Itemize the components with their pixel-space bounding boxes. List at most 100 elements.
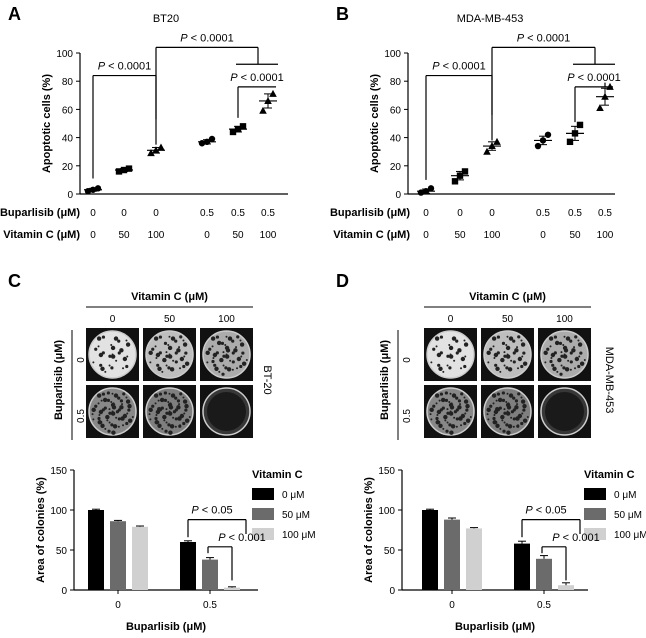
colony-speck bbox=[119, 399, 124, 403]
colony-speck bbox=[178, 403, 181, 406]
colony-speck bbox=[172, 416, 175, 419]
colony-speck bbox=[520, 364, 524, 369]
buparlisib-dose: 0.5 bbox=[598, 208, 612, 219]
colony-speck bbox=[492, 420, 497, 425]
colony-speck bbox=[505, 423, 509, 427]
vitc-dose: 0 bbox=[423, 230, 429, 241]
colony-speck bbox=[236, 335, 240, 339]
bar bbox=[202, 559, 218, 590]
colony-speck bbox=[183, 412, 186, 415]
colony-speck bbox=[560, 354, 564, 358]
colony-speck bbox=[108, 408, 111, 411]
colony-speck bbox=[174, 339, 178, 343]
image-row-label: Buparlisib (μM) bbox=[53, 340, 65, 420]
y-tick-label: 60 bbox=[62, 105, 74, 116]
colony-speck bbox=[224, 354, 230, 359]
colony-speck bbox=[574, 367, 577, 370]
image-header: Vitamin C (μM) bbox=[131, 291, 208, 303]
colony-speck bbox=[184, 408, 188, 412]
colony-speck bbox=[453, 359, 456, 362]
p-value: < 0.0001 bbox=[238, 72, 284, 84]
vitc-dose: 50 bbox=[569, 230, 581, 241]
colony-speck bbox=[446, 364, 449, 367]
colony-speck bbox=[157, 366, 162, 371]
colony-speck bbox=[113, 336, 119, 341]
x-tick-label: 0 bbox=[115, 600, 121, 611]
colony-speck bbox=[106, 391, 110, 395]
colony-speck bbox=[97, 420, 102, 425]
colony-speck bbox=[225, 335, 228, 338]
colony-speck bbox=[510, 359, 513, 362]
colony-speck bbox=[169, 402, 172, 405]
colony-speck bbox=[94, 347, 98, 351]
colony-speck bbox=[220, 341, 225, 345]
colony-speck bbox=[514, 348, 519, 353]
colony-speck bbox=[523, 400, 526, 403]
colony-speck bbox=[155, 414, 158, 417]
colony-speck bbox=[110, 366, 114, 370]
colony-speck bbox=[225, 348, 231, 353]
colony-speck bbox=[486, 413, 489, 416]
colony-speck bbox=[211, 345, 214, 348]
colony-speck bbox=[455, 396, 459, 400]
p-symbol: P bbox=[432, 61, 440, 73]
colony-speck bbox=[126, 412, 129, 415]
colony-speck bbox=[501, 341, 506, 345]
p-value: < 0.001 bbox=[560, 532, 600, 544]
colony-speck bbox=[154, 345, 157, 348]
colony-speck bbox=[127, 403, 132, 409]
colony-speck bbox=[569, 351, 573, 355]
bar bbox=[514, 543, 530, 590]
buparlisib-dose: 0 bbox=[489, 208, 495, 219]
colony-speck bbox=[231, 368, 234, 371]
colony-speck bbox=[442, 427, 445, 430]
colony-speck bbox=[168, 335, 171, 338]
colony-speck bbox=[176, 405, 181, 410]
p-symbol: P bbox=[180, 32, 188, 44]
colony-speck bbox=[455, 351, 459, 355]
colony-speck bbox=[438, 399, 441, 402]
data-point bbox=[534, 142, 542, 150]
empty-well-center bbox=[545, 392, 584, 431]
colony-speck bbox=[503, 421, 506, 424]
p-value: < 0.0001 bbox=[575, 72, 621, 84]
y-axis-label: Area of colonies (%) bbox=[35, 477, 47, 583]
colony-speck bbox=[505, 354, 511, 359]
colony-speck bbox=[119, 405, 124, 410]
colony-speck bbox=[448, 344, 451, 347]
colony-speck bbox=[205, 350, 210, 356]
colony-speck bbox=[459, 403, 462, 406]
colony-speck bbox=[435, 416, 439, 421]
y-tick-label: 40 bbox=[62, 134, 74, 145]
p-value: < 0.0001 bbox=[524, 32, 570, 44]
data-point bbox=[157, 143, 165, 151]
colony-speck bbox=[578, 355, 581, 358]
colony-speck bbox=[557, 357, 562, 363]
colony-speck bbox=[158, 335, 163, 339]
bar bbox=[444, 519, 460, 590]
empty-well-center bbox=[207, 392, 246, 431]
colony-speck bbox=[161, 370, 164, 373]
colony-speck bbox=[126, 355, 129, 358]
colony-speck bbox=[446, 411, 450, 415]
colony-speck bbox=[465, 418, 471, 423]
colony-speck bbox=[117, 396, 121, 400]
image-col-label: 50 bbox=[502, 314, 514, 325]
colony-speck bbox=[436, 352, 442, 358]
colony-speck bbox=[231, 339, 235, 343]
image-col-label: 100 bbox=[556, 314, 573, 325]
colony-speck bbox=[562, 354, 568, 359]
colony-speck bbox=[432, 347, 436, 351]
image-row-dose: 0.5 bbox=[402, 409, 413, 423]
colony-speck bbox=[167, 411, 173, 416]
colony-speck bbox=[222, 351, 225, 354]
x-axis-label: Buparlisib (μM) bbox=[126, 621, 206, 633]
colony-speck bbox=[436, 414, 439, 417]
colony-speck bbox=[182, 396, 185, 399]
panel-letter-b: B bbox=[336, 4, 349, 24]
colony-speck bbox=[163, 391, 167, 395]
colony-speck bbox=[172, 410, 177, 414]
colony-speck bbox=[432, 404, 436, 408]
p-symbol: P bbox=[230, 72, 238, 84]
buparlisib-dose: 0.5 bbox=[536, 208, 550, 219]
